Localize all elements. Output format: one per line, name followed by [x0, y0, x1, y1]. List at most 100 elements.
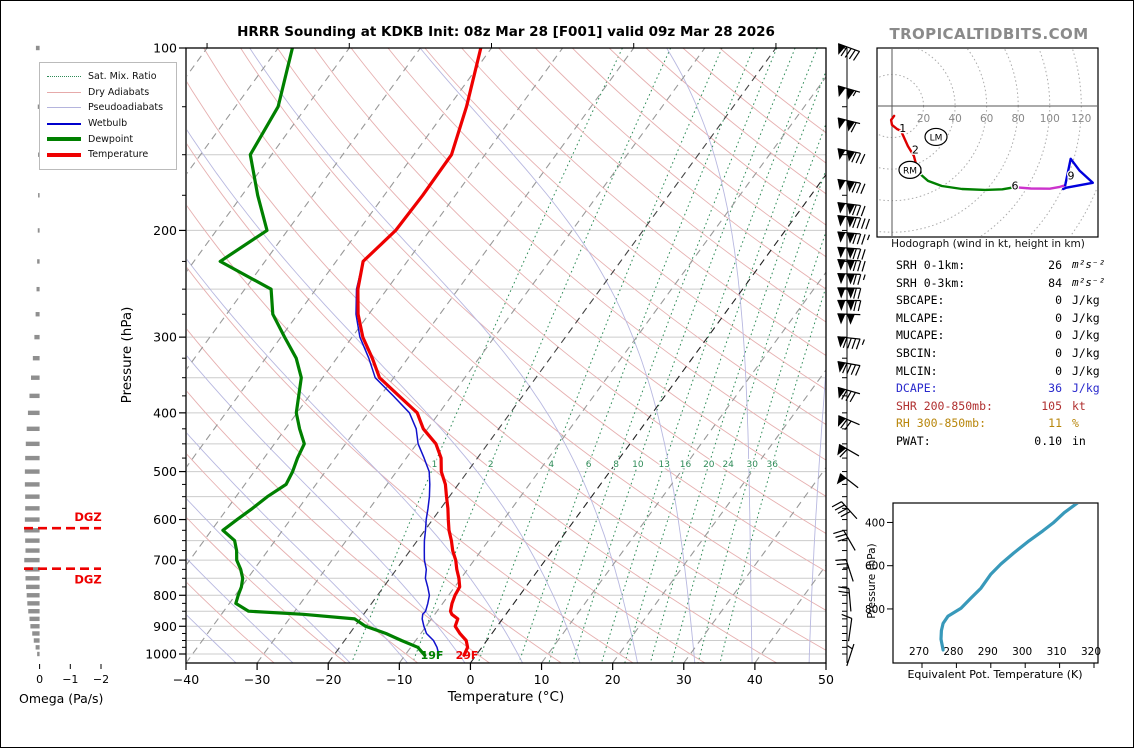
svg-text:120: 120 — [1071, 113, 1091, 125]
hodograph-trace-6-9km — [1013, 184, 1067, 190]
stat-row: MLCAPE: 0 J/kg — [894, 311, 1130, 329]
stat-value: 84 — [1048, 275, 1062, 290]
watermark: TROPICALTIDBITS.COM — [889, 25, 1089, 43]
pseudoadiabat — [249, 48, 638, 663]
pseudoadiabat — [187, 258, 523, 663]
omega-panel: 0 −1 −2 DGZ DGZ — [24, 45, 109, 686]
hodograph-height-label: 1 — [899, 122, 906, 135]
svg-text:4: 4 — [548, 460, 554, 470]
storm-motion-marker-lm: LM — [924, 127, 948, 147]
svg-text:30: 30 — [747, 460, 759, 470]
stat-value: 26 — [1048, 258, 1062, 272]
stat-value: 0.10 — [1034, 433, 1062, 448]
legend-swatch-line — [47, 122, 81, 125]
isotherm — [612, 369, 826, 663]
omega-bar — [30, 624, 40, 629]
stat-row: DCAPE: 36 J/kg — [894, 381, 1130, 399]
svg-text:40: 40 — [948, 113, 961, 125]
dry-adiabat — [187, 143, 777, 663]
omega-bar — [27, 601, 40, 606]
mixing-ratio-line — [412, 48, 671, 663]
svg-text:300: 300 — [153, 330, 177, 345]
omega-bar — [25, 576, 40, 581]
pseudoadiabat — [666, 48, 753, 663]
svg-text:320: 320 — [1081, 646, 1101, 658]
wind-barb — [846, 643, 855, 667]
isotherm — [327, 48, 777, 663]
dry-adiabat — [187, 453, 418, 663]
surface-dewpoint-label: 19F — [420, 649, 444, 662]
wind-barb — [837, 386, 861, 403]
pseudoadiabat — [808, 370, 826, 663]
dry-adiabat — [314, 48, 826, 497]
svg-text:40: 40 — [747, 672, 763, 687]
svg-text:20: 20 — [605, 672, 621, 687]
stat-value: 0 — [1055, 293, 1062, 308]
stat-row: PWAT: 0.10 in — [894, 434, 1130, 452]
stat-label: DCAPE: — [896, 381, 938, 396]
stat-unit: % — [1072, 416, 1079, 431]
legend-label: Dewpoint — [88, 133, 134, 145]
hodograph-caption: Hodograph (wind in kt, height in km) — [891, 238, 1085, 250]
svg-text:270: 270 — [909, 646, 929, 658]
legend-label: Sat. Mix. Ratio — [88, 71, 157, 83]
stat-unit: in — [1072, 433, 1086, 448]
dgz-label: DGZ — [74, 510, 101, 524]
svg-text:10: 10 — [534, 672, 550, 687]
skewt-y-axis-label: Pressure (hPa) — [119, 306, 135, 404]
svg-text:RM: RM — [903, 166, 917, 176]
legend-item: Dry Adiabats — [47, 85, 169, 101]
dry-adiabat — [187, 328, 562, 663]
wind-barb — [837, 231, 871, 245]
stat-value: 36 — [1048, 381, 1062, 396]
stat-unit: J/kg — [1072, 328, 1100, 343]
stat-value: 0 — [1055, 345, 1062, 360]
svg-text:80: 80 — [1012, 113, 1025, 125]
dry-adiabat — [277, 48, 826, 534]
omega-bar — [31, 375, 40, 380]
omega-bar — [27, 410, 40, 416]
omega-bar — [24, 482, 40, 487]
omega-bar — [37, 651, 40, 657]
svg-text:290: 290 — [978, 646, 998, 658]
svg-text:30: 30 — [676, 672, 692, 687]
legend-item: Sat. Mix. Ratio — [47, 69, 169, 85]
wind-barb — [837, 299, 862, 312]
svg-text:0: 0 — [36, 673, 43, 686]
stat-row: MUCAPE: 0 J/kg — [894, 328, 1130, 346]
svg-text:600: 600 — [865, 561, 885, 573]
stat-unit: m²s⁻² — [1072, 275, 1106, 289]
skewt-background — [187, 48, 826, 663]
temperature-curve — [356, 48, 483, 657]
skewt-x-axis-label: Temperature (°C) — [447, 689, 565, 705]
chart-title: HRRR Sounding at KDKB Init: 08z Mar 28 [… — [237, 24, 775, 40]
hodograph-height-label: 9 — [1068, 169, 1075, 182]
isotherm — [683, 467, 826, 663]
wind-barb — [837, 202, 866, 217]
legend: Sat. Mix. Ratio Dry Adiabats Pseudoadiabat… — [39, 62, 177, 170]
stat-unit: J/kg — [1072, 363, 1100, 378]
legend-swatch-line — [47, 137, 81, 142]
svg-text:8: 8 — [613, 460, 619, 470]
stat-row: SHR 200-850mb: 105 kt — [894, 399, 1130, 417]
wind-barb — [837, 178, 866, 194]
svg-text:200: 200 — [153, 223, 177, 238]
svg-text:50: 50 — [818, 672, 834, 687]
wind-barb — [837, 313, 861, 325]
stat-unit: J/kg — [1072, 381, 1100, 396]
legend-label: Pseudoadiabats — [88, 102, 164, 114]
omega-bar — [24, 517, 40, 522]
wind-barb — [833, 529, 856, 551]
wind-barb — [837, 287, 862, 299]
dewpoint-curve — [218, 48, 427, 657]
svg-text:900: 900 — [153, 619, 177, 634]
stat-value: 0 — [1055, 363, 1062, 378]
mixing-ratio-line — [572, 48, 796, 663]
stat-row: MLCIN: 0 J/kg — [894, 364, 1130, 382]
omega-bar — [28, 609, 40, 614]
wind-barb — [831, 501, 858, 520]
svg-text:−1: −1 — [62, 673, 78, 686]
dry-adiabat — [187, 517, 347, 663]
svg-text:600: 600 — [153, 512, 177, 527]
